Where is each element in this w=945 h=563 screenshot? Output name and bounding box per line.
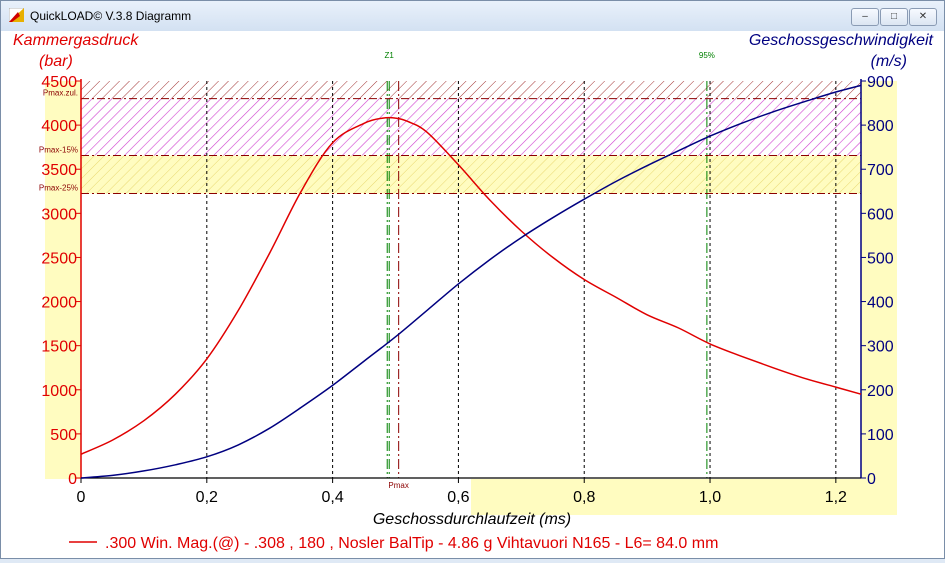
- left-tick-label: 1000: [41, 383, 77, 400]
- left-tick-label: 3000: [41, 206, 77, 223]
- marker-label: Z1: [385, 51, 395, 60]
- x-tick-label: 0,6: [447, 489, 469, 506]
- chart-area: Z1 Pmax 95% Pmax.zul. Pmax-15% Pmax-25% 0 500…: [1, 31, 944, 558]
- left-axis-label-line1: Kammergasdruck: [13, 32, 139, 49]
- right-tick-label: 200: [867, 383, 894, 400]
- marker-label: 95%: [699, 51, 715, 60]
- x-axis-label: Geschossdurchlaufzeit (ms): [373, 511, 571, 528]
- left-tick-label: 4500: [41, 74, 77, 91]
- quickload-app-icon: [9, 8, 24, 22]
- zone-pmax-25-hatch: [81, 155, 861, 194]
- legend-text: .300 Win. Mag.(@) - .308 , 180 , Nosler …: [105, 535, 718, 552]
- right-tick-label: 800: [867, 118, 894, 135]
- right-tick-label: 700: [867, 162, 894, 179]
- right-tick-label: 600: [867, 206, 894, 223]
- right-tick-label: 900: [867, 74, 894, 91]
- bottom-axis-band: [471, 479, 897, 515]
- left-tick-label: 0: [68, 471, 77, 488]
- zone-above-pmax-zul: [81, 81, 861, 99]
- title-bar: QuickLOAD© V.3.8 Diagramm – □ ✕: [1, 1, 944, 31]
- window-title: QuickLOAD© V.3.8 Diagramm: [30, 9, 192, 23]
- maximize-button[interactable]: □: [880, 8, 908, 26]
- right-tick-label: 400: [867, 295, 894, 312]
- pressure-velocity-chart: Z1 Pmax 95% Pmax.zul. Pmax-15% Pmax-25% 0 500…: [13, 32, 934, 552]
- marker-label: Pmax: [388, 481, 408, 490]
- x-tick-label: 1,0: [699, 489, 721, 506]
- threshold-label: Pmax-15%: [39, 146, 78, 155]
- x-tick-label: 0,8: [573, 489, 595, 506]
- zone-pmax-15: [81, 98, 861, 156]
- x-tick-label: 0,2: [196, 489, 218, 506]
- velocity-curve: [80, 84, 862, 479]
- right-axis-label-line2: (m/s): [871, 53, 907, 70]
- left-tick-label: 500: [50, 427, 77, 444]
- minimize-button[interactable]: –: [851, 8, 879, 26]
- right-axis-label-line1: Geschossgeschwindigkeit: [749, 32, 934, 49]
- right-tick-label: 300: [867, 339, 894, 356]
- right-tick-label: 100: [867, 427, 894, 444]
- x-tick-label: 1,2: [825, 489, 847, 506]
- left-axis-band: [45, 81, 81, 479]
- x-tick-label: 0: [77, 489, 86, 506]
- left-tick-label: 4000: [41, 118, 77, 135]
- right-tick-label: 500: [867, 250, 894, 267]
- left-tick-label: 2000: [41, 295, 77, 312]
- left-tick-label: 3500: [41, 162, 77, 179]
- left-tick-label: 1500: [41, 339, 77, 356]
- threshold-label: Pmax.zul.: [43, 89, 78, 98]
- close-button[interactable]: ✕: [909, 8, 937, 26]
- pressure-curve: [80, 116, 862, 455]
- x-tick-label: 0,4: [321, 489, 343, 506]
- right-axis-band: [861, 81, 897, 479]
- left-tick-label: 2500: [41, 250, 77, 267]
- right-tick-label: 0: [867, 471, 876, 488]
- left-axis-label-line2: (bar): [39, 53, 73, 70]
- threshold-label: Pmax-25%: [39, 183, 78, 192]
